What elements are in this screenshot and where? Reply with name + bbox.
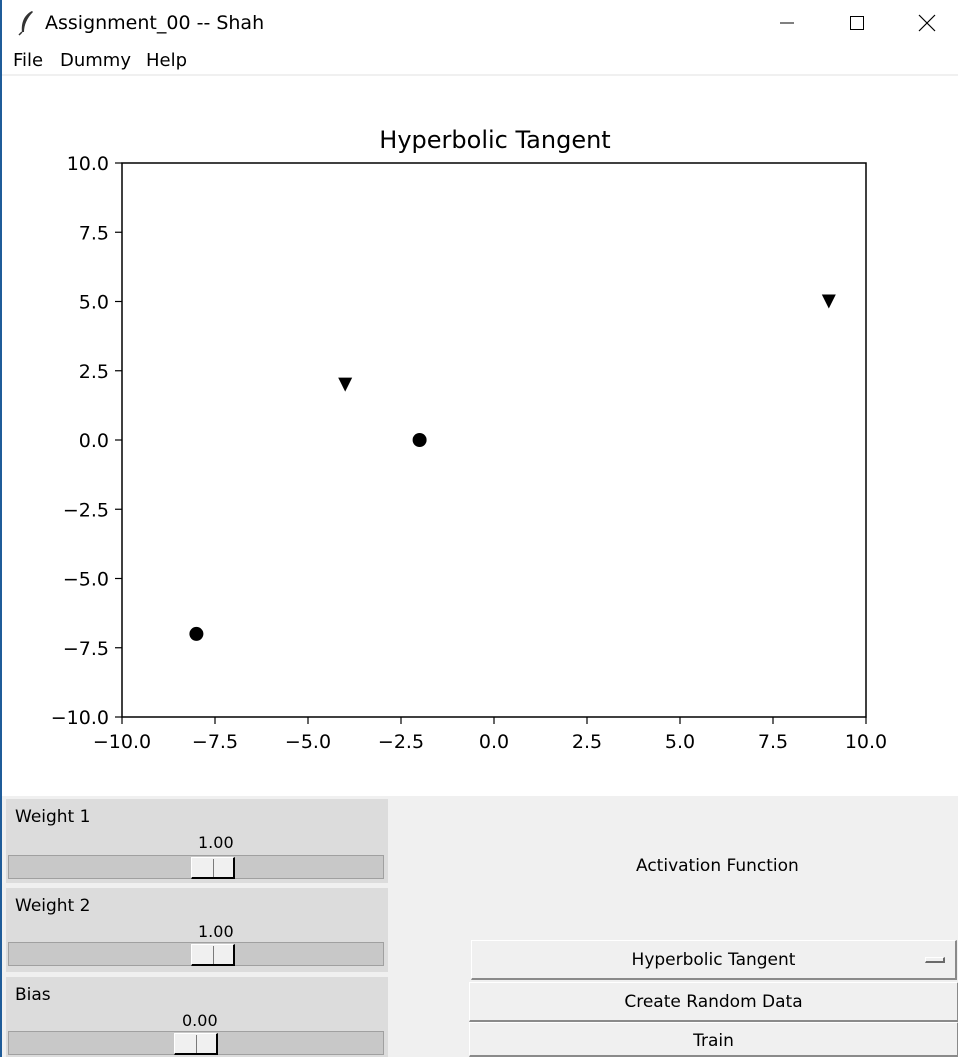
- dropdown-indicator-icon: [925, 957, 945, 963]
- data-point-triangle: [338, 377, 353, 392]
- x-tick-label: 10.0: [845, 731, 887, 753]
- weight1-slider-block: Weight 1 1.00: [6, 799, 388, 883]
- y-tick-label: 7.5: [79, 222, 109, 244]
- title-bar[interactable]: Assignment_00 -- Shah: [2, 0, 958, 46]
- data-point-circle: [189, 626, 204, 641]
- chart-title: Hyperbolic Tangent: [379, 126, 610, 154]
- data-point-triangle: [821, 294, 836, 309]
- bias-slider-block: Bias 0.00: [6, 977, 388, 1057]
- activation-function-label: Activation Function: [636, 856, 799, 876]
- train-button[interactable]: Train: [469, 1022, 958, 1057]
- y-tick-label: 5.0: [79, 292, 109, 314]
- maximize-icon: [850, 16, 864, 30]
- activation-function-dropdown[interactable]: Hyperbolic Tangent: [471, 940, 957, 980]
- menu-bar: File Dummy Help: [2, 46, 958, 76]
- create-random-data-button[interactable]: Create Random Data: [469, 982, 958, 1022]
- controls-panel: Weight 1 1.00 Weight 2 1.00 Bias 0.00 Ac…: [2, 796, 958, 1057]
- y-tick-label: −10.0: [51, 707, 109, 729]
- y-tick-label: 0.0: [79, 430, 109, 452]
- y-tick-label: −7.5: [63, 638, 109, 660]
- y-tick-label: −5.0: [63, 569, 109, 591]
- data-point-circle: [412, 433, 427, 447]
- create-random-data-label: Create Random Data: [624, 992, 803, 1012]
- window-border: [0, 0, 2, 1057]
- maximize-button[interactable]: [822, 0, 892, 46]
- minimize-icon: [780, 22, 794, 24]
- weight2-slider-thumb[interactable]: [191, 944, 235, 966]
- x-tick-label: 5.0: [665, 731, 695, 753]
- scatter-chart: Hyperbolic Tangent −10.0 −7.5 −5.0 −2.5 0.0 2…: [51, 126, 887, 753]
- x-tick-label: −7.5: [192, 731, 238, 753]
- weight2-label: Weight 2: [15, 896, 91, 916]
- menu-file[interactable]: File: [13, 50, 44, 71]
- bias-label: Bias: [15, 985, 51, 1005]
- x-tick-label: 0.0: [479, 731, 509, 753]
- minimize-button[interactable]: [752, 0, 822, 46]
- x-tick-label: −10.0: [93, 731, 151, 753]
- x-tick-label: −5.0: [285, 731, 331, 753]
- weight1-slider[interactable]: [8, 855, 384, 879]
- plot-canvas[interactable]: Hyperbolic Tangent −10.0 −7.5 −5.0 −2.5 0.0 2…: [2, 76, 958, 796]
- x-axis: −10.0 −7.5 −5.0 −2.5 0.0 2.5 5.0 7.5 10.0: [93, 717, 887, 753]
- plot-frame: [121, 162, 867, 718]
- weight2-value: 1.00: [198, 922, 234, 941]
- weight1-label: Weight 1: [15, 807, 91, 827]
- x-tick-label: 7.5: [758, 731, 788, 753]
- x-tick-label: 2.5: [572, 731, 602, 753]
- y-axis: 10.0 7.5 5.0 2.5 0.0 −2.5 −5.0 −7.5 −10.0: [51, 153, 122, 729]
- menu-dummy[interactable]: Dummy: [60, 50, 131, 71]
- y-tick-label: 2.5: [79, 361, 109, 383]
- y-tick-label: 10.0: [67, 153, 109, 175]
- train-label: Train: [693, 1031, 734, 1051]
- y-tick-label: −2.5: [63, 499, 109, 521]
- data-points: [189, 294, 836, 641]
- window-title: Assignment_00 -- Shah: [45, 12, 265, 34]
- x-tick-label: −2.5: [378, 731, 424, 753]
- weight2-slider[interactable]: [8, 942, 384, 966]
- close-button[interactable]: [892, 0, 958, 46]
- menu-help[interactable]: Help: [146, 50, 188, 71]
- close-icon: [918, 14, 936, 32]
- activation-selected-value: Hyperbolic Tangent: [631, 950, 796, 970]
- bias-slider[interactable]: [8, 1031, 384, 1055]
- weight2-slider-block: Weight 2 1.00: [6, 888, 388, 972]
- bias-value: 0.00: [182, 1011, 218, 1030]
- weight1-value: 1.00: [198, 833, 234, 852]
- bias-slider-thumb[interactable]: [174, 1033, 218, 1055]
- feather-icon: [18, 11, 33, 36]
- weight1-slider-thumb[interactable]: [191, 857, 235, 879]
